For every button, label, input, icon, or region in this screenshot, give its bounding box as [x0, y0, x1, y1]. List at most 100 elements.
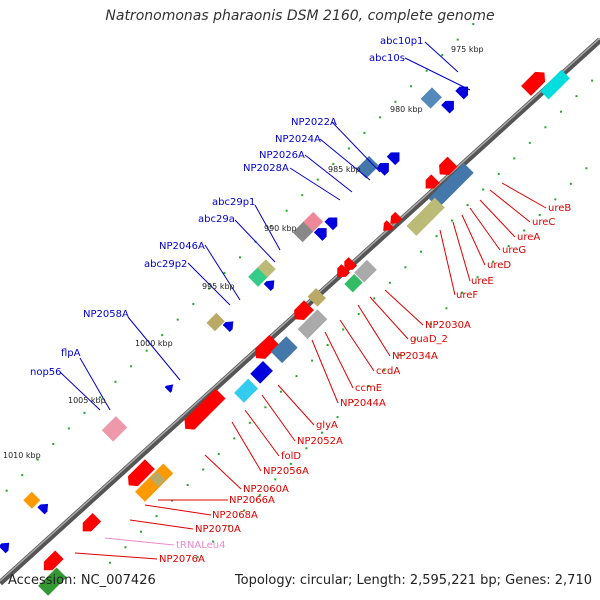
- guide-dot: [233, 437, 236, 440]
- gene-label-np2060a[interactable]: NP2060A: [243, 484, 289, 495]
- leader-right-2: [479, 199, 516, 238]
- guide-dot: [243, 509, 246, 512]
- gene-label-ccme[interactable]: ccmE: [355, 383, 382, 394]
- gene-label-trnaleu4[interactable]: tRNALeu4: [176, 540, 225, 551]
- forward-gene-1: [455, 86, 469, 100]
- leader-right-5: [452, 221, 471, 282]
- gene-label-np2068a[interactable]: NP2068A: [212, 510, 258, 521]
- forward-gene-3-body: [376, 163, 389, 176]
- gene-label-nop56[interactable]: nop56: [30, 367, 62, 378]
- gene-label-abc29p1[interactable]: abc29p1: [212, 197, 255, 208]
- reverse-gene-4: [428, 163, 474, 209]
- gene-label-np2030a[interactable]: NP2030A: [425, 320, 471, 331]
- reverse-gene-23: [82, 513, 102, 532]
- leader-right-21: [104, 537, 175, 546]
- guide-dot: [270, 225, 273, 228]
- reverse-gene-17-body: [250, 360, 273, 384]
- reverse-gene-14-body: [297, 309, 328, 340]
- guide-dot: [311, 359, 314, 362]
- gene-label-ureb[interactable]: ureB: [548, 203, 571, 214]
- forward-gene-18-body: [23, 491, 41, 509]
- gene-label-np2070a[interactable]: NP2070A: [195, 524, 241, 535]
- gene-label-abc29a[interactable]: abc29a: [198, 214, 235, 225]
- guide-dot: [528, 141, 531, 144]
- leader-right-20: [129, 519, 194, 530]
- gene-label-urea[interactable]: ureA: [517, 232, 540, 243]
- reverse-gene-20: [127, 459, 155, 487]
- guide-dot: [394, 100, 397, 103]
- gene-label-urec[interactable]: ureC: [532, 217, 555, 228]
- gene-label-np2044a[interactable]: NP2044A: [340, 398, 386, 409]
- gene-label-abc10p1[interactable]: abc10p1: [380, 36, 423, 47]
- guide-dot: [5, 489, 8, 492]
- forward-gene-0: [441, 100, 454, 114]
- guide-dot: [342, 328, 345, 331]
- gene-label-ured[interactable]: ureD: [487, 260, 511, 271]
- guide-dot: [289, 462, 292, 465]
- reverse-gene-1: [540, 69, 570, 100]
- scale-label-985: 985 kbp: [328, 165, 361, 174]
- gene-label-np2058a[interactable]: NP2058A: [83, 309, 129, 320]
- guide-dot: [36, 458, 39, 461]
- forward-gene-12-body: [257, 259, 276, 278]
- leader-left-0: [424, 41, 459, 73]
- reverse-gene-10-body: [344, 274, 363, 293]
- guide-dot: [569, 182, 572, 185]
- leader-left-4: [304, 154, 353, 193]
- guide-dot: [192, 303, 195, 306]
- gene-label-np2066a[interactable]: NP2066A: [229, 495, 275, 506]
- leader-right-13: [277, 384, 315, 426]
- gene-label-np2046a[interactable]: NP2046A: [159, 241, 205, 252]
- gene-label-abc10s[interactable]: abc10s: [369, 53, 405, 64]
- reverse-gene-24: [43, 550, 64, 571]
- gene-label-guad2[interactable]: guaD_2: [410, 334, 448, 345]
- guide-dot: [202, 468, 205, 471]
- gene-label-np2022a[interactable]: NP2022A: [291, 117, 337, 128]
- gene-label-ureg[interactable]: ureG: [502, 245, 526, 256]
- reverse-gene-20-body: [127, 459, 155, 487]
- forward-gene-6-body: [313, 228, 327, 241]
- guide-dot: [223, 271, 226, 274]
- guide-dot: [207, 287, 210, 290]
- leader-left-5: [289, 167, 341, 201]
- gene-label-uref[interactable]: ureF: [456, 290, 478, 301]
- gene-label-np2052a[interactable]: NP2052A: [297, 436, 343, 447]
- scale-label-990: 990 kbp: [264, 224, 297, 233]
- guide-dot: [98, 396, 101, 399]
- forward-gene-16-body: [101, 416, 128, 442]
- gene-label-ccda[interactable]: ccdA: [376, 366, 400, 377]
- reverse-gene-15: [255, 334, 280, 359]
- gene-label-np2076a[interactable]: NP2076A: [159, 554, 205, 565]
- reverse-gene-8-body: [337, 264, 350, 277]
- gene-label-flpa[interactable]: flpA: [61, 348, 81, 359]
- guide-dot: [466, 204, 469, 207]
- reverse-gene-13: [307, 288, 326, 307]
- gene-label-np2056a[interactable]: NP2056A: [263, 466, 309, 477]
- leader-right-16: [231, 421, 262, 472]
- gene-label-uree[interactable]: ureE: [471, 276, 494, 287]
- guide-dot: [492, 260, 495, 263]
- reverse-gene-6-body: [390, 211, 403, 224]
- guide-dot: [67, 427, 70, 430]
- scale-label-1000: 1000 kbp: [135, 339, 173, 348]
- feature-glyphs[interactable]: [0, 68, 570, 596]
- guide-dot: [326, 344, 329, 347]
- gene-label-glya[interactable]: glyA: [316, 420, 338, 431]
- gene-label-fold[interactable]: folD: [281, 451, 301, 462]
- guide-dot: [513, 157, 516, 160]
- gene-label-abc29p2[interactable]: abc29p2: [144, 259, 187, 270]
- reverse-gene-6: [390, 211, 403, 224]
- guide-dot: [279, 390, 282, 393]
- guide-dot: [538, 213, 541, 216]
- guide-dot: [497, 172, 500, 175]
- forward-gene-15: [164, 384, 174, 393]
- gene-label-np2026a[interactable]: NP2026A: [259, 150, 305, 161]
- gene-label-np2028a[interactable]: NP2028A: [243, 163, 289, 174]
- gene-label-np2034a[interactable]: NP2034A: [392, 351, 438, 362]
- guide-dot: [373, 297, 376, 300]
- guide-dot: [176, 318, 179, 321]
- gene-label-np2024a[interactable]: NP2024A: [275, 134, 321, 145]
- guide-dot: [425, 69, 428, 72]
- guide-dot: [295, 375, 298, 378]
